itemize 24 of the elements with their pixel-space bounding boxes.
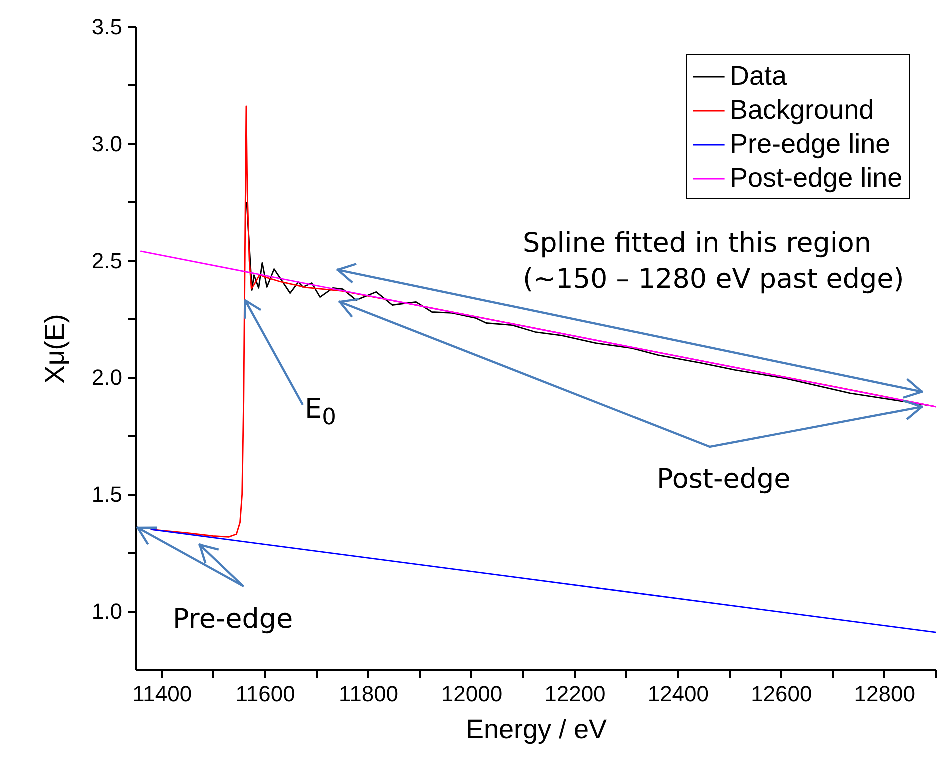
x-tick-label: 11800 — [338, 682, 399, 706]
legend-label: Pre-edge line — [730, 129, 891, 159]
x-tick-label: 12600 — [751, 682, 812, 706]
y-axis-title: Xμ(E) — [40, 314, 70, 384]
annotation: Spline fitted in this region (~150 – 1280 eV past edge) — [523, 227, 906, 298]
legend-label: Data — [730, 61, 788, 91]
y-tick-label: 1.0 — [92, 599, 122, 624]
legend-label: Background — [730, 95, 874, 125]
y-tick-label: 2.5 — [92, 248, 122, 274]
y-tick-label: 3.5 — [92, 14, 122, 40]
annotation: E$_{0}$ — [305, 393, 336, 432]
y-tick-label: 1.5 — [92, 482, 122, 508]
annotation: Pre-edge — [173, 603, 294, 637]
y-tick-label: 3.0 — [92, 131, 122, 156]
x-axis-title: Energy / eV — [466, 714, 608, 744]
x-tick-label: 11400 — [132, 682, 192, 706]
y-tick-label: 2.0 — [92, 365, 122, 390]
legend-label: Post-edge line — [730, 163, 903, 193]
x-tick-label: 12400 — [648, 682, 710, 706]
x-tick-label: 11600 — [236, 682, 296, 706]
x-tick-label: 12200 — [544, 682, 606, 706]
annotation: Post-edge — [657, 463, 791, 497]
x-tick-label: 12800 — [854, 682, 916, 706]
x-tick-label: 12000 — [441, 682, 503, 706]
